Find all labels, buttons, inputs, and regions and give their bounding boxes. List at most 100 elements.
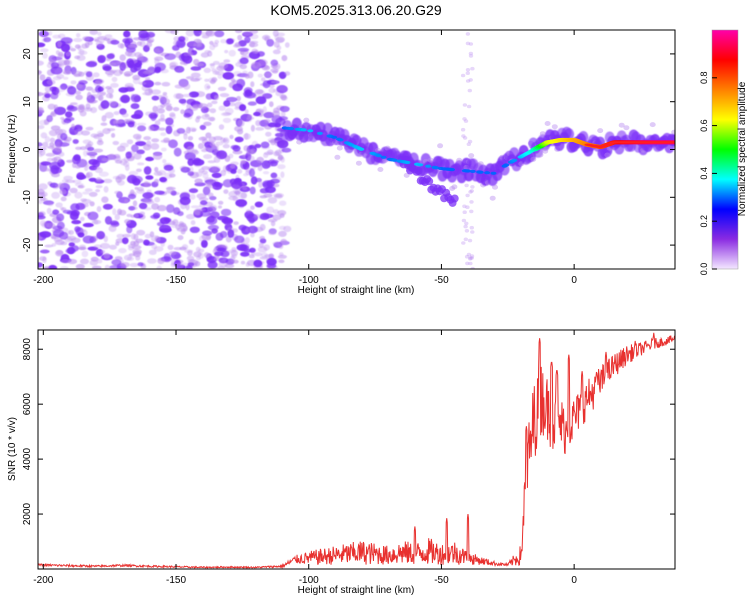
- heatmap-noise-cell: [267, 122, 278, 128]
- heatmap-noise-cell: [273, 41, 280, 48]
- heatmap-ridge-speckle: [437, 143, 444, 149]
- heatmap-noise-cell: [94, 166, 101, 170]
- heatmap-peak-cell: [671, 141, 675, 144]
- heatmap-noise-cell: [44, 265, 50, 269]
- heatmap-noise-cell: [70, 210, 80, 217]
- heatmap-streak-cell: [460, 127, 466, 132]
- heatmap-noise-cell: [123, 71, 134, 77]
- heatmap-noise-cell: [201, 136, 208, 141]
- heatmap-noise-cell: [198, 31, 208, 36]
- heatmap-noise-cell: [85, 172, 91, 179]
- heatmap-noise-cell: [52, 34, 61, 39]
- heatmap-noise-cell: [154, 58, 160, 65]
- heatmap-noise-cell: [112, 140, 120, 146]
- heatmap-noise-cell: [228, 195, 238, 201]
- heatmap-noise-cell: [106, 58, 112, 62]
- heatmap-noise-cell: [42, 168, 52, 172]
- heatmap-noise-cell: [108, 100, 118, 107]
- heatmap-noise-cell: [118, 209, 127, 216]
- heatmap-noise-cell: [95, 177, 102, 182]
- heatmap-noise-cell: [268, 87, 276, 94]
- heatmap-noise-cell: [232, 83, 243, 92]
- heatmap-noise-cell: [98, 171, 109, 177]
- heatmap-noise-cell: [38, 212, 44, 218]
- heatmap-noise-cell: [136, 122, 147, 126]
- heatmap-streak-cell: [464, 183, 469, 188]
- heatmap-streak-cell: [465, 41, 471, 46]
- heatmap-noise-cell: [218, 200, 224, 205]
- heatmap-noise-cell: [39, 74, 46, 81]
- heatmap-noise-cell: [73, 37, 83, 43]
- heatmap-noise-cell: [185, 76, 195, 80]
- heatmap-noise-cell: [193, 58, 200, 66]
- heatmap-noise-cell: [83, 163, 90, 168]
- colorbar-tick-label: 0.6: [699, 119, 709, 132]
- heatmap-noise-cell: [157, 108, 165, 114]
- heatmap-noise-cell: [258, 242, 264, 248]
- heatmap-noise-cell: [249, 168, 255, 178]
- heatmap-noise-cell: [188, 239, 195, 245]
- heatmap-noise-cell: [130, 233, 136, 240]
- heatmap-noise-cell: [259, 195, 268, 199]
- heatmap-noise-cell: [111, 76, 118, 83]
- heatmap-noise-cell: [44, 93, 51, 99]
- heatmap-noise-cell: [220, 169, 227, 177]
- heatmap-noise-cell: [85, 61, 97, 68]
- heatmap-noise-cell: [144, 241, 155, 246]
- heatmap-noise-cell: [38, 262, 43, 268]
- heatmap-streak-cell: [468, 190, 473, 194]
- heatmap-noise-cell: [221, 244, 228, 249]
- heatmap-noise-cell: [259, 188, 269, 194]
- colorbar-tick-label: 0.0: [699, 263, 709, 276]
- heatmap-noise-cell: [71, 123, 76, 129]
- heatmap-noise-cell: [238, 40, 247, 47]
- heatmap-streak-cell: [461, 241, 466, 245]
- heatmap-noise-cell: [232, 259, 239, 264]
- heatmap-noise-cell: [145, 31, 156, 38]
- heatmap-noise-cell: [222, 72, 235, 80]
- heatmap-streak-cell: [465, 193, 470, 198]
- heatmap-noise-cell: [205, 93, 214, 100]
- heatmap-noise-cell: [66, 159, 73, 163]
- heatmap-noise-cell: [185, 126, 191, 134]
- heatmap-noise-cell: [50, 66, 63, 75]
- heatmap-noise-cell: [127, 59, 135, 69]
- heatmap-noise-cell: [79, 258, 90, 265]
- heatmap-noise-cell: [154, 236, 161, 242]
- heatmap-streak-cell: [469, 189, 474, 193]
- heatmap-noise-cell: [85, 143, 93, 149]
- heatmap-noise-cell: [51, 236, 57, 240]
- y-tick-label: -20: [22, 237, 33, 252]
- heatmap-streak-cell: [468, 51, 474, 56]
- heatmap-noise-cell: [114, 190, 121, 195]
- heatmap-core-cell: [433, 166, 440, 170]
- heatmap-noise-cell: [128, 253, 136, 257]
- heatmap-noise-cell: [253, 259, 263, 268]
- x-tick-label: -150: [166, 575, 186, 586]
- heatmap-streak-cell: [461, 218, 467, 223]
- heatmap-noise-cell: [38, 142, 43, 147]
- heatmap-noise-cell: [46, 207, 52, 215]
- heatmap-noise-cell: [165, 125, 173, 135]
- heatmap-noise-cell: [260, 77, 266, 82]
- heatmap-noise-cell: [276, 85, 288, 94]
- heatmap-noise-cell: [67, 104, 74, 110]
- heatmap-noise-cell: [244, 91, 256, 99]
- heatmap-noise-cell: [266, 38, 275, 47]
- heatmap-noise-cell: [159, 228, 172, 233]
- heatmap-noise-cell: [270, 172, 278, 179]
- heatmap-noise-cell: [67, 86, 77, 95]
- heatmap-noise-cell: [45, 152, 56, 157]
- heatmap-noise-cell: [259, 223, 266, 231]
- heatmap-noise-cell: [39, 231, 52, 238]
- heatmap-noise-cell: [46, 79, 56, 85]
- heatmap-noise-cell: [85, 126, 94, 131]
- heatmap-noise-cell: [56, 250, 64, 255]
- heatmap-noise-cell: [207, 50, 213, 57]
- heatmap-noise-cell: [190, 66, 202, 71]
- heatmap-noise-cell: [113, 111, 120, 116]
- heatmap-noise-cell: [150, 111, 157, 115]
- heatmap-noise-cell: [74, 191, 83, 199]
- heatmap-noise-cell: [49, 142, 55, 148]
